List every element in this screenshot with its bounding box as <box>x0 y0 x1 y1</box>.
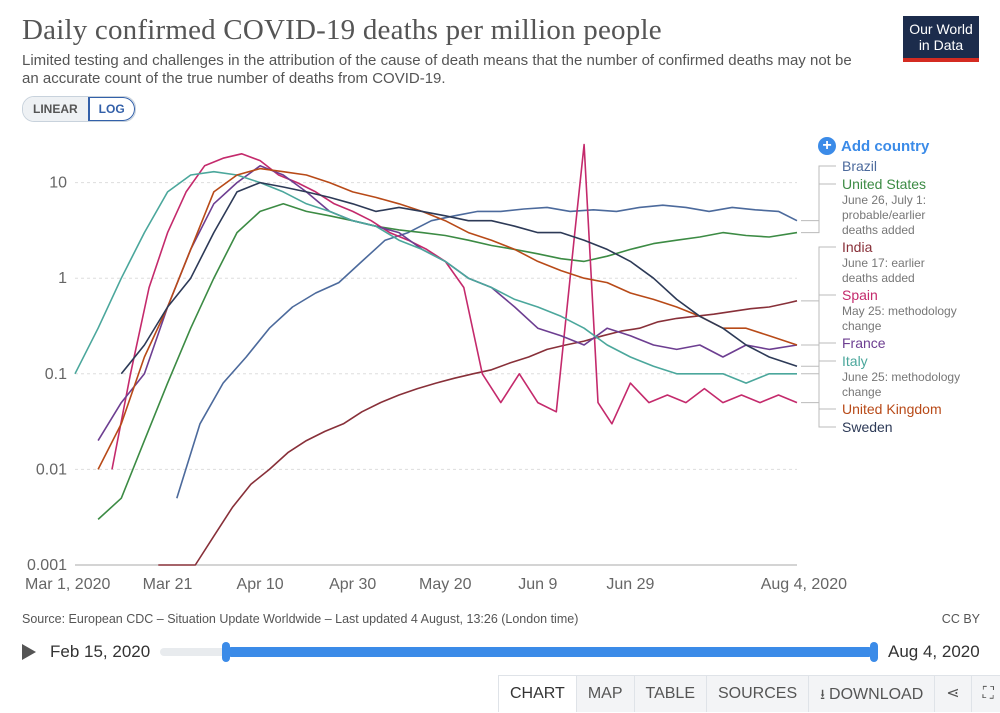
plus-circle-icon: + <box>818 137 836 155</box>
x-tick-label: May 20 <box>419 576 472 593</box>
timeline: Feb 15, 2020 Aug 4, 2020 <box>0 636 1000 668</box>
share-icon: ⋖ <box>946 685 960 702</box>
legend-label: United States <box>842 176 926 192</box>
series-line-united-states <box>97 203 798 520</box>
owid-logo[interactable]: Our World in Data <box>903 16 979 62</box>
series-line-spain <box>111 143 798 470</box>
series-line-brazil <box>176 204 798 499</box>
log-scale-button[interactable]: LOG <box>87 97 135 121</box>
legend-label: Italy <box>842 353 868 369</box>
chart-title: Daily confirmed COVID-19 deaths per mill… <box>22 14 662 46</box>
play-icon[interactable] <box>22 644 36 660</box>
tab-map[interactable]: MAP <box>576 676 635 712</box>
legend-connector <box>801 365 836 428</box>
legend-label: Sweden <box>842 419 893 435</box>
y-tick-label: 10 <box>49 175 67 192</box>
x-tick-label: Jun 9 <box>518 576 557 593</box>
legend-connector <box>801 246 836 302</box>
legend-connector <box>801 183 836 234</box>
series-line-italy <box>74 170 797 384</box>
x-tick-label: Mar 1, 2020 <box>25 576 110 593</box>
legend-annotation: May 25: methodology change <box>842 304 957 333</box>
legend-label: United Kingdom <box>842 401 942 417</box>
x-tick-label: Aug 4, 2020 <box>761 576 847 593</box>
add-country-button[interactable]: + Add country <box>818 137 929 155</box>
source-note: Source: European CDC – Situation Update … <box>22 612 579 626</box>
legend-annotation: June 26, July 1: probable/earlier deaths a… <box>842 193 926 237</box>
license-link[interactable]: CC BY <box>941 612 980 626</box>
y-tick-label: 0.001 <box>27 557 67 574</box>
y-tick-label: 1 <box>58 270 67 287</box>
legend-label: India <box>842 239 873 255</box>
legend-label: France <box>842 335 886 351</box>
tab-chart[interactable]: CHART <box>499 676 577 712</box>
y-tick-label: 0.1 <box>45 366 67 383</box>
x-tick-label: Apr 10 <box>237 576 284 593</box>
legend-label: Brazil <box>842 158 877 174</box>
fullscreen-icon: ⛶ <box>982 685 994 702</box>
tab-sources[interactable]: SOURCES <box>707 676 810 712</box>
logo-accent-bar <box>903 58 979 62</box>
x-tick-label: Jun 29 <box>606 576 654 593</box>
legend-annotation: June 17: earlier deaths added <box>842 256 925 285</box>
tab-download[interactable]: ⭳ DOWNLOAD <box>809 676 936 712</box>
timeline-start-label: Feb 15, 2020 <box>50 642 151 661</box>
fullscreen-button[interactable]: ⛶ <box>971 676 1000 712</box>
y-tick-label: 0.01 <box>36 461 67 478</box>
tab-table[interactable]: TABLE <box>634 676 707 712</box>
x-tick-label: Mar 21 <box>143 576 193 593</box>
timeline-end-handle[interactable] <box>870 642 878 662</box>
share-button[interactable]: ⋖ <box>935 676 972 712</box>
download-label: DOWNLOAD <box>829 686 924 703</box>
tab-bar: CHART MAP TABLE SOURCES ⭳ DOWNLOAD ⋖ ⛶ <box>498 675 1000 712</box>
legend-annotation: June 25: methodology change <box>842 370 960 399</box>
chart-subtitle: Limited testing and challenges in the at… <box>22 52 852 87</box>
timeline-selected-range[interactable] <box>226 647 874 657</box>
legend-label: Spain <box>842 287 878 303</box>
linear-scale-button[interactable]: LINEAR <box>23 97 88 121</box>
scale-toggle[interactable]: LINEAR LOG <box>22 96 136 122</box>
line-chart: 0.001 0.01 0.1 1 10 Mar 1, 2020 Mar 21 Apr 10 Ap… <box>25 143 960 593</box>
series-line-sweden <box>120 181 798 375</box>
timeline-end-label: Aug 4, 2020 <box>888 642 980 661</box>
logo-line-2: in Data <box>918 37 964 53</box>
series-line-united-kingdom <box>97 167 798 470</box>
add-country-label: Add country <box>841 137 930 155</box>
timeline-start-handle[interactable] <box>222 642 230 662</box>
logo-line-1: Our World <box>909 21 973 37</box>
x-tick-label: Apr 30 <box>329 576 376 593</box>
series-line-india <box>158 300 798 566</box>
download-icon: ⭳ <box>820 686 826 702</box>
